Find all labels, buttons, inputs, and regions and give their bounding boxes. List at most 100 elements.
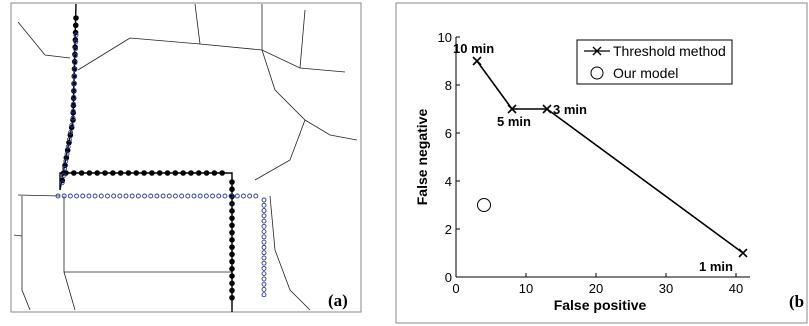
trajectory-point: [229, 186, 235, 193]
observed-point: [203, 193, 209, 199]
road-segment: [21, 196, 31, 311]
road-segment: [269, 195, 311, 311]
observed-point: [261, 287, 267, 292]
observed-point: [64, 151, 70, 157]
trajectory-point: [86, 170, 93, 176]
trajectory-point: [94, 170, 101, 176]
observed-point: [261, 208, 267, 213]
observed-point: [63, 158, 69, 164]
observed-point: [72, 53, 78, 59]
trajectory-point: [164, 170, 171, 176]
trajectory-point: [229, 237, 235, 243]
threshold-series-line: [476, 60, 744, 254]
legend-threshold-label: Threshold method: [613, 43, 726, 59]
threshold-point: [738, 248, 748, 258]
road-segment: [299, 9, 306, 69]
trajectory-point: [211, 170, 218, 176]
trajectory-point: [78, 170, 85, 176]
observed-point: [261, 239, 267, 245]
observed-point: [173, 193, 178, 199]
x-tick-label: 30: [659, 281, 673, 296]
observed-point: [61, 193, 67, 199]
trajectory-point: [229, 258, 235, 265]
observed-point: [261, 260, 267, 266]
observed-point: [247, 193, 253, 199]
y-tick-label: 6: [445, 126, 452, 141]
observed-point: [216, 193, 222, 199]
panel-b-label: (b: [789, 292, 804, 311]
chart-series: 10 min 5 min 3 min 1 min: [453, 41, 748, 274]
observed-point: [117, 193, 123, 199]
trajectory-point: [125, 170, 132, 176]
observed-point: [179, 193, 185, 199]
trajectory-point: [229, 229, 235, 236]
observed-point: [261, 276, 267, 282]
trajectory-point: [195, 170, 202, 176]
observed-point: [261, 229, 267, 235]
x-tick-label: 20: [589, 281, 603, 296]
observed-point: [261, 197, 267, 203]
y-tick-label: 4: [445, 174, 452, 189]
threshold-point: [542, 104, 552, 114]
observed-point: [67, 193, 73, 199]
trajectory-point: [229, 200, 235, 207]
trajectory-point: [229, 244, 235, 250]
threshold-point: [472, 56, 482, 66]
road-segment: [77, 37, 346, 73]
observed-point: [261, 244, 267, 250]
trajectory-point: [219, 170, 225, 176]
observed-point: [59, 180, 65, 186]
trajectory-point: [72, 22, 79, 29]
trajectory-point: [229, 273, 235, 279]
observed-point: [86, 193, 92, 199]
trajectory-point: [180, 170, 186, 176]
observed-point: [73, 39, 79, 45]
observed-point: [148, 193, 154, 199]
chart-axes: [455, 37, 750, 278]
trajectory-point: [141, 170, 147, 176]
point-annotation: 10 min: [453, 41, 494, 56]
y-tick-label: 0: [445, 270, 452, 285]
observed-point: [261, 213, 267, 219]
observed-point: [253, 193, 259, 199]
observed-point: [70, 115, 76, 121]
observed-point: [129, 193, 135, 199]
our-model-point: [477, 198, 491, 212]
observed-point: [222, 193, 228, 199]
observed-point: [72, 74, 77, 79]
trajectory-point: [172, 170, 179, 176]
observed-point: [73, 46, 78, 52]
panel-a-label: (a): [328, 291, 348, 310]
x-tick-label: 0: [452, 281, 459, 296]
point-annotation: 3 min: [553, 102, 587, 117]
y-tick-label: 2: [445, 222, 452, 237]
observed-point: [69, 122, 75, 128]
trajectory-point: [70, 102, 77, 109]
trajectory-point: [203, 170, 210, 176]
trajectory-point: [229, 280, 235, 287]
trajectory-open: [55, 32, 267, 298]
observed-point: [60, 173, 66, 179]
legend-x-marker-icon: [592, 46, 602, 56]
x-axis-label: False positive: [554, 297, 647, 313]
trajectory-point: [102, 170, 108, 176]
observed-point: [73, 32, 79, 38]
trajectory-point: [156, 170, 163, 176]
legend-our-model-label: Our model: [613, 65, 678, 81]
threshold-point: [507, 104, 517, 114]
observed-point: [92, 193, 98, 199]
x-tick-label: 10: [519, 281, 533, 296]
observed-point: [71, 94, 77, 100]
observed-point: [66, 137, 72, 143]
road-segment: [194, 3, 201, 45]
observed-point: [261, 234, 267, 240]
trajectory-point: [229, 179, 235, 185]
road-segment: [17, 194, 61, 197]
y-axis-label: False negative: [414, 109, 430, 206]
observed-point: [71, 87, 77, 93]
panel-a-frame: [10, 2, 362, 313]
observed-point: [154, 193, 160, 199]
observed-point: [111, 193, 117, 199]
observed-point: [105, 193, 110, 199]
